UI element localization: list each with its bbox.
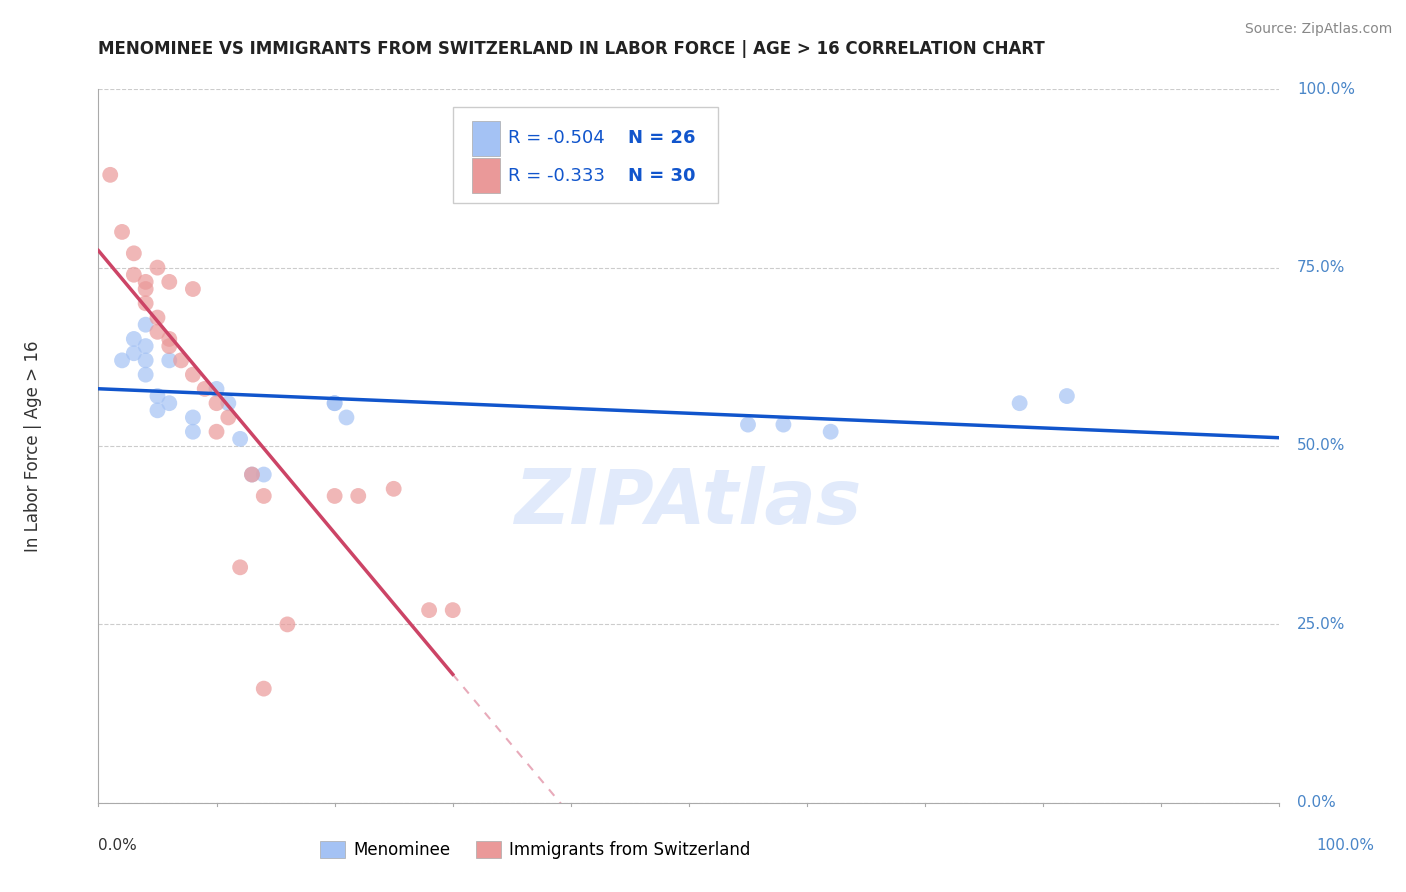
Text: Source: ZipAtlas.com: Source: ZipAtlas.com (1244, 22, 1392, 37)
Point (157, 353, 180, 368)
Point (217, 410, 239, 425)
FancyBboxPatch shape (471, 120, 501, 156)
Point (170, 353, 193, 368)
Point (1008, 396, 1031, 410)
Text: 25.0%: 25.0% (1298, 617, 1346, 632)
Point (122, 332, 145, 346)
Point (276, 617, 298, 632)
Text: 100.0%: 100.0% (1298, 82, 1355, 96)
Point (122, 268, 145, 282)
Point (441, 603, 464, 617)
Point (181, 368, 204, 382)
Text: N = 30: N = 30 (627, 167, 695, 185)
Point (253, 467, 276, 482)
Text: 75.0%: 75.0% (1298, 260, 1346, 275)
Point (135, 282, 157, 296)
Point (205, 382, 228, 396)
Point (253, 681, 276, 696)
Point (253, 489, 276, 503)
Point (229, 560, 252, 574)
Point (217, 396, 239, 410)
Point (146, 325, 169, 339)
Point (135, 353, 157, 368)
Point (323, 489, 346, 503)
Text: N = 26: N = 26 (627, 129, 695, 147)
Point (323, 396, 346, 410)
Text: ZIPAtlas: ZIPAtlas (515, 467, 863, 540)
Point (335, 410, 357, 425)
Point (135, 318, 157, 332)
Point (205, 396, 228, 410)
Legend: Menominee, Immigrants from Switzerland: Menominee, Immigrants from Switzerland (314, 834, 758, 866)
Point (229, 432, 252, 446)
Text: R = -0.504: R = -0.504 (508, 129, 605, 147)
Text: 0.0%: 0.0% (1298, 796, 1336, 810)
Point (1056, 389, 1078, 403)
Point (122, 246, 145, 260)
Point (240, 467, 263, 482)
Point (157, 396, 180, 410)
Point (111, 225, 134, 239)
FancyBboxPatch shape (471, 158, 501, 194)
Point (146, 389, 169, 403)
Point (135, 275, 157, 289)
Text: MENOMINEE VS IMMIGRANTS FROM SWITZERLAND IN LABOR FORCE | AGE > 16 CORRELATION C: MENOMINEE VS IMMIGRANTS FROM SWITZERLAND… (98, 40, 1045, 58)
Point (146, 260, 169, 275)
Point (135, 296, 157, 310)
Text: 100.0%: 100.0% (1316, 838, 1374, 854)
Point (98, 168, 121, 182)
Text: 50.0%: 50.0% (1298, 439, 1346, 453)
Point (135, 339, 157, 353)
Point (737, 417, 759, 432)
Point (146, 403, 169, 417)
Point (240, 467, 263, 482)
Point (135, 368, 157, 382)
Point (111, 353, 134, 368)
Point (157, 339, 180, 353)
Point (122, 346, 145, 360)
Point (181, 425, 204, 439)
Point (323, 396, 346, 410)
Text: R = -0.333: R = -0.333 (508, 167, 605, 185)
Point (347, 489, 370, 503)
Point (772, 417, 794, 432)
Point (418, 603, 440, 617)
Point (181, 282, 204, 296)
Point (181, 410, 204, 425)
Text: 0.0%: 0.0% (98, 838, 138, 854)
Text: In Labor Force | Age > 16: In Labor Force | Age > 16 (24, 340, 42, 552)
Point (146, 310, 169, 325)
Point (205, 425, 228, 439)
Point (194, 382, 217, 396)
FancyBboxPatch shape (453, 107, 718, 203)
Point (382, 482, 405, 496)
Point (157, 275, 180, 289)
Point (157, 332, 180, 346)
Point (820, 425, 842, 439)
